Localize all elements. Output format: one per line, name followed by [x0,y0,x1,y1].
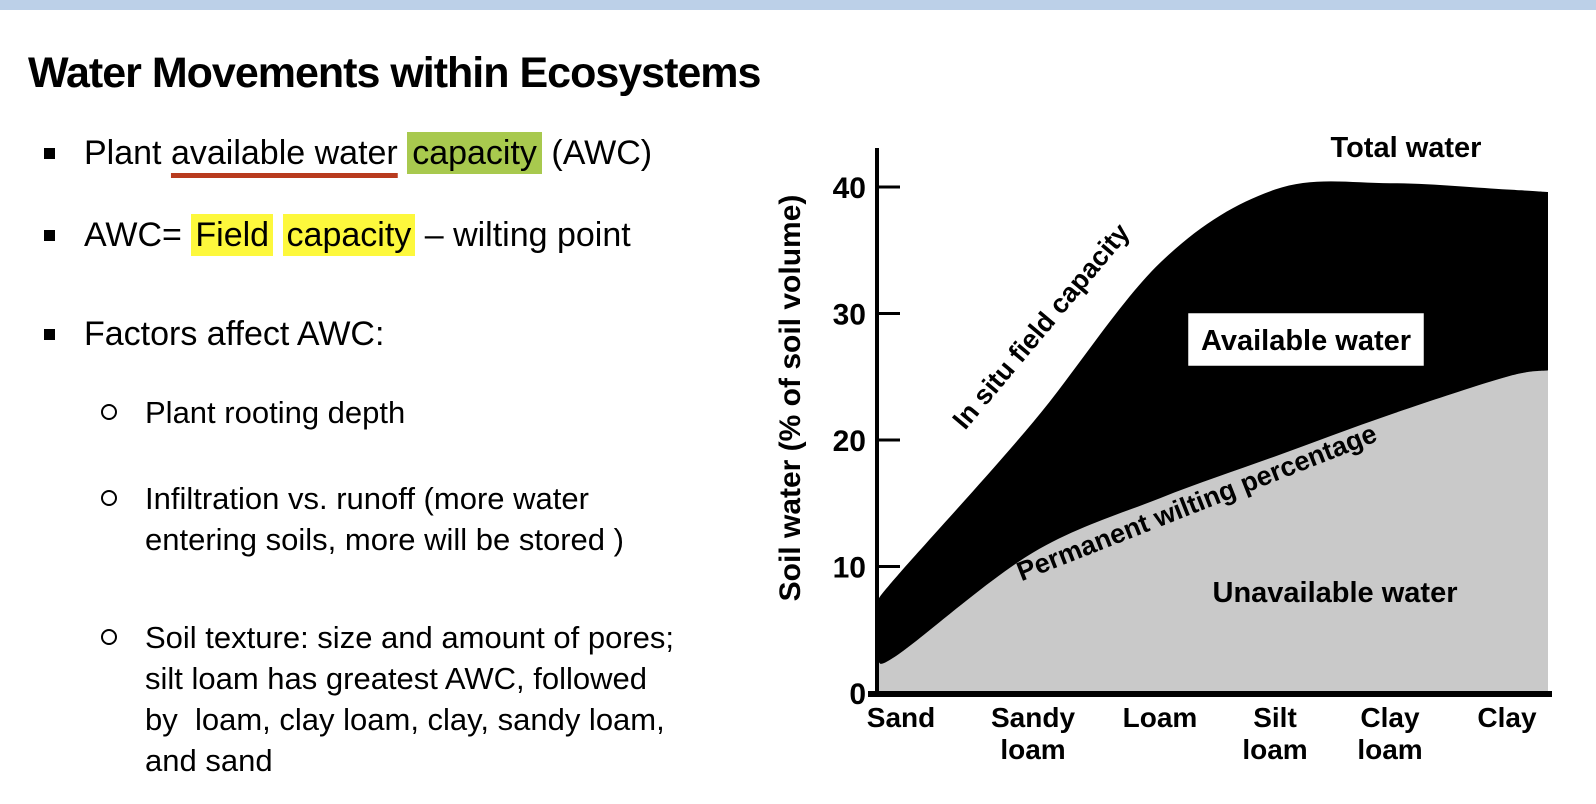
x-category-label: Silt loam [1242,702,1307,765]
sub-bullet-rooting-depth-text: Plant rooting depth [145,395,406,430]
square-bullet-icon [44,230,55,241]
square-bullet-icon [44,148,55,159]
slide-top-accent-bar [0,0,1596,10]
bullet1-post: (AWC) [541,134,653,172]
sub-bullet-rooting-depth: Plant rooting depth [101,392,405,433]
total-water-label: Total water [1331,132,1482,164]
sub-bullet-soil-texture: Soil texture: size and amount of pores; … [101,617,674,781]
bullet2-sep [273,216,282,254]
sub-bullet-infiltration-text: Infiltration vs. runoff (more water ente… [145,481,624,557]
x-category-label: Sandy loam [991,702,1075,765]
y-tick-label: 0 [849,678,866,711]
x-category-label: Loam [1123,702,1198,733]
square-bullet-icon [44,329,55,340]
circle-bullet-icon [101,404,117,420]
bullet2-yellow-highlight-1: Field [191,214,274,256]
bullet-awc-formula: AWC= Field capacity – wilting point [44,214,631,256]
y-tick-label: 20 [833,425,866,458]
bullet1-pre: Plant [84,134,171,172]
unavailable-water-label: Unavailable water [1213,577,1458,609]
slide-title: Water Movements within Ecosystems [28,48,761,97]
y-axis-ticks: 0 10 20 30 40 [833,172,900,711]
bullet1-sep [398,134,407,172]
soil-water-chart: 0 10 20 30 40 Sand Sandy loam Loam Silt loam Clay l… [774,132,1552,765]
y-tick-label: 30 [833,299,866,332]
x-category-label: Sand [867,702,935,733]
bullet2-pre: AWC= [84,216,192,254]
available-water-label: Available water [1201,325,1411,357]
available-water-area [878,181,1548,664]
x-axis-category-labels: Sand Sandy loam Loam Silt loam Clay loam Clay [867,702,1537,765]
bullet2-post: – wilting point [415,216,631,254]
bullet-factors: Factors affect AWC: [44,314,384,354]
circle-bullet-icon [101,629,117,645]
bullet-plant-awc: Plant available water capacity (AWC) [44,132,653,174]
y-axis-title: Soil water (% of soil volume) [774,195,807,602]
x-category-label: Clay [1477,702,1537,733]
bullet-plant-awc-text: Plant available water capacity (AWC) [84,132,653,174]
sub-bullet-infiltration: Infiltration vs. runoff (more water ente… [101,478,624,560]
bullet1-underlined-text: available water [170,134,398,172]
x-category-label: Clay loam [1357,702,1422,765]
unavailable-water-area [878,370,1548,693]
bullet2-yellow-highlight-2: capacity [282,214,416,256]
bullet1-green-highlight: capacity [407,132,542,174]
y-tick-label: 40 [833,172,866,205]
bullet-awc-formula-text: AWC= Field capacity – wilting point [84,214,631,256]
y-tick-label: 10 [833,552,866,585]
sub-bullet-soil-texture-text: Soil texture: size and amount of pores; … [145,620,675,778]
bullet-factors-text: Factors affect AWC: [84,315,385,353]
available-water-label-box [1185,310,1427,369]
circle-bullet-icon [101,490,117,506]
